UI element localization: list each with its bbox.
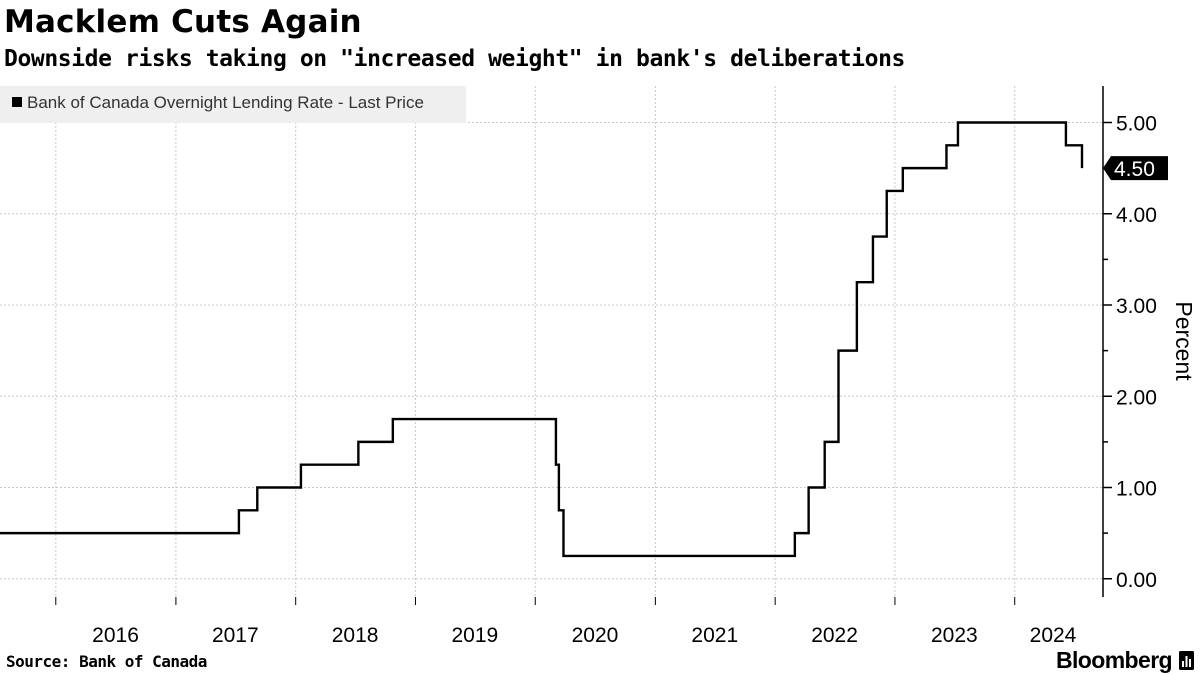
y-axis-label: Percent <box>1171 301 1197 381</box>
x-tick-label: 2019 <box>452 624 499 647</box>
x-tick-label: 2024 <box>1030 624 1077 647</box>
y-tick-label: 3.00 <box>1116 295 1157 318</box>
legend-box <box>0 86 466 123</box>
y-tick-label: 1.00 <box>1116 478 1157 501</box>
last-value-label: 4.50 <box>1103 156 1168 181</box>
y-tick-label: 4.00 <box>1116 204 1157 227</box>
chart-title: Macklem Cuts Again <box>4 4 362 40</box>
y-tick-label: 2.00 <box>1116 386 1157 409</box>
y-tick-label: 0.00 <box>1116 569 1157 592</box>
legend-label: Bank of Canada Overnight Lending Rate - … <box>27 93 424 112</box>
source-note: Source: Bank of Canada <box>6 652 207 671</box>
x-tick-label: 2023 <box>931 624 978 647</box>
grid-lines <box>0 86 1103 597</box>
series-line-overnight-rate <box>0 121 1084 558</box>
x-tick-label: 2018 <box>332 624 379 647</box>
x-tick-label: 2021 <box>691 624 738 647</box>
chart-subtitle: Downside risks taking on "increased weig… <box>4 46 905 72</box>
x-tick-label: 2020 <box>572 624 619 647</box>
x-tick-label: 2022 <box>811 624 858 647</box>
last-value-tag <box>1103 156 1168 181</box>
last-value-text: 4.50 <box>1114 158 1155 181</box>
bloomberg-chart-icon <box>1179 651 1194 670</box>
x-tick-label: 2017 <box>212 624 259 647</box>
y-tick-label: 5.00 <box>1116 113 1157 136</box>
y-axis-ticks: 0.00 1.00 2.00 3.00 4.00 5.00 <box>1103 113 1157 592</box>
bloomberg-logo: Bloomberg <box>1056 647 1173 673</box>
legend-swatch <box>12 97 22 107</box>
x-axis-ticks: 2016 2017 2018 2019 2020 2021 2022 2023 2024 <box>55 597 1077 647</box>
x-tick-label: 2016 <box>92 624 139 647</box>
